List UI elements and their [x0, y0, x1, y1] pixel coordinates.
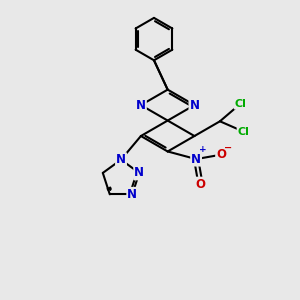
Text: N: N [116, 153, 126, 166]
Text: N: N [136, 99, 146, 112]
Text: N: N [134, 167, 144, 179]
Text: N: N [127, 188, 137, 201]
Text: N: N [191, 153, 201, 166]
Text: O: O [196, 178, 206, 190]
Text: −: − [224, 143, 232, 153]
Text: O: O [216, 148, 226, 161]
Text: +: + [199, 145, 206, 154]
Text: Cl: Cl [235, 99, 247, 109]
Text: Cl: Cl [238, 127, 249, 136]
Text: N: N [189, 99, 200, 112]
